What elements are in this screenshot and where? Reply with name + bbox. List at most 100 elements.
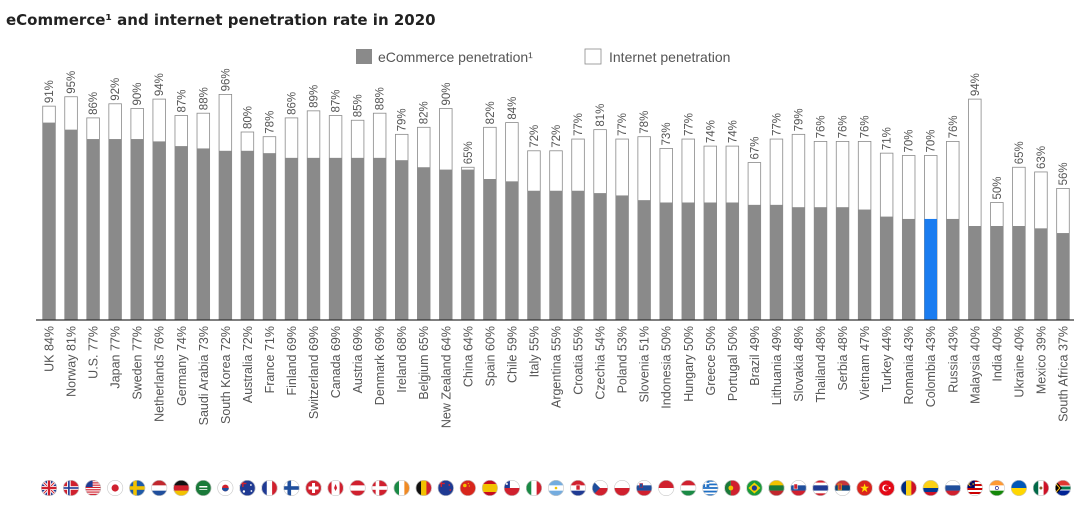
category-label-south-africa: South Africa 37% <box>1056 326 1070 422</box>
bars-group <box>42 94 1070 321</box>
bar-ecommerce-spain <box>483 179 497 320</box>
value-label-internet-russia: 76% <box>948 115 960 138</box>
flag-ukraine-icon <box>1010 480 1027 496</box>
legend-swatch-ecommerce <box>356 49 372 64</box>
category-label-ireland: Ireland 68% <box>395 326 409 393</box>
value-label-internet-sweden: 90% <box>132 82 144 105</box>
bar-ecommerce-south-africa <box>1056 233 1070 320</box>
category-labels-group: UK 84% Norway 81% U.S. 77% Japan 77% Sweden … <box>43 326 1071 428</box>
category-label-australia: Australia 72% <box>241 326 255 403</box>
flag-usa-icon <box>85 480 102 496</box>
value-label-internet-ukraine: 65% <box>1014 141 1026 164</box>
value-label-internet-lithuania: 77% <box>771 113 783 136</box>
category-label-italy: Italy 55% <box>527 326 541 377</box>
value-label-internet-argentina: 72% <box>551 125 563 148</box>
bar-ecommerce-mexico <box>1034 228 1048 320</box>
flag-portugal-icon <box>724 480 741 496</box>
category-label-canada: Canada 69% <box>329 326 343 398</box>
bar-ecommerce-brazil <box>748 204 761 320</box>
value-label-internet-croatia: 77% <box>573 113 585 136</box>
bar-ecommerce-colombia <box>924 218 938 320</box>
flag-turkey-icon <box>878 480 895 496</box>
category-label-colombia: Colombia 43% <box>924 326 938 407</box>
category-label-chile: Chile 59% <box>505 326 519 383</box>
category-label-lithuania: Lithuania 49% <box>770 326 784 405</box>
value-label-internet-u-s: 86% <box>88 92 100 115</box>
value-label-internet-vietnam: 76% <box>860 115 872 138</box>
bar-ecommerce-romania <box>902 218 915 320</box>
value-label-internet-italy: 72% <box>529 125 541 148</box>
category-label-portugal: Portugal 50% <box>726 326 740 401</box>
category-label-mexico: Mexico 39% <box>1034 326 1048 394</box>
flag-new-zealand-icon <box>437 480 454 496</box>
value-label-internet-india: 50% <box>992 176 1004 199</box>
category-label-india: India 40% <box>990 326 1004 382</box>
bar-ecommerce-japan <box>108 139 122 320</box>
category-label-denmark: Denmark 69% <box>373 326 387 405</box>
flag-china-icon <box>459 480 476 496</box>
flag-australia-icon <box>239 480 256 496</box>
category-label-thailand: Thailand 48% <box>814 326 828 402</box>
category-label-norway: Norway 81% <box>65 326 79 397</box>
value-label-internet-france: 78% <box>264 111 276 134</box>
flag-slovenia-icon <box>636 480 653 496</box>
flag-denmark-icon <box>371 480 388 496</box>
flag-colombia-icon <box>922 480 939 496</box>
value-label-internet-colombia: 70% <box>926 129 938 152</box>
value-label-internet-spain: 82% <box>485 101 497 124</box>
value-labels-group: 91% 95% 86% 92% 90% 94% 87% 88% 96% 80% 78% 86% 89% 8… <box>44 68 1070 199</box>
flag-south-korea-icon <box>217 480 234 496</box>
category-label-slovakia: Slovakia 48% <box>792 326 806 402</box>
bar-ecommerce-croatia <box>571 190 585 320</box>
category-label-finland: Finland 69% <box>285 326 299 396</box>
legend-swatch-internet <box>584 48 602 65</box>
category-label-u-s: U.S. 77% <box>87 326 101 379</box>
category-label-turkey: Turkey 44% <box>880 326 894 392</box>
category-label-new-zealand: New Zealand 64% <box>439 326 453 428</box>
value-label-internet-netherlands: 94% <box>154 73 166 96</box>
bar-ecommerce-canada <box>329 157 342 320</box>
category-label-south-korea: South Korea 72% <box>219 326 233 424</box>
category-label-croatia: Croatia 55% <box>572 326 586 395</box>
bar-ecommerce-belgium <box>417 167 431 320</box>
flag-uk-icon <box>41 480 58 496</box>
flag-canada-icon <box>327 480 344 496</box>
category-label-vietnam: Vietnam 47% <box>858 326 872 400</box>
value-label-internet-brazil: 67% <box>749 137 761 160</box>
value-label-internet-poland: 77% <box>617 113 629 136</box>
bar-ecommerce-poland <box>615 195 629 320</box>
value-label-internet-serbia: 76% <box>838 115 850 138</box>
value-label-internet-uk: 91% <box>44 80 56 103</box>
category-label-spain: Spain 60% <box>483 326 497 386</box>
category-label-romania: Romania 43% <box>902 326 916 405</box>
flag-serbia-icon <box>834 480 851 496</box>
category-label-malaysia: Malaysia 40% <box>968 326 982 404</box>
bar-ecommerce-china <box>461 169 475 320</box>
value-label-internet-ireland: 79% <box>397 108 409 131</box>
bar-ecommerce-turkey <box>880 216 893 320</box>
bar-ecommerce-greece <box>703 202 717 320</box>
bar-ecommerce-czechia <box>593 193 607 320</box>
flag-saudi-arabia-icon <box>195 480 212 496</box>
value-label-internet-thailand: 76% <box>816 115 828 138</box>
category-label-slovenia: Slovenia 51% <box>638 326 652 402</box>
flag-chile-icon <box>503 480 520 496</box>
bar-ecommerce-ukraine <box>1012 226 1026 320</box>
bar-ecommerce-finland <box>285 157 298 320</box>
value-label-internet-finland: 86% <box>286 92 298 115</box>
bar-ecommerce-italy <box>527 190 541 320</box>
bar-ecommerce-thailand <box>814 207 827 320</box>
category-label-china: China 64% <box>461 326 475 387</box>
bar-ecommerce-malaysia <box>968 226 982 320</box>
flag-sweden-icon <box>129 480 146 496</box>
value-label-internet-switzerland: 89% <box>309 85 321 108</box>
value-label-internet-south-korea: 96% <box>220 68 232 91</box>
value-label-internet-malaysia: 94% <box>970 73 982 96</box>
value-label-internet-belgium: 82% <box>419 101 431 124</box>
bar-ecommerce-denmark <box>373 157 386 320</box>
flag-russia-icon <box>944 480 961 496</box>
legend-label-internet: Internet penetration <box>609 49 730 65</box>
value-label-internet-south-africa: 56% <box>1058 162 1070 185</box>
bar-ecommerce-switzerland <box>307 157 320 320</box>
